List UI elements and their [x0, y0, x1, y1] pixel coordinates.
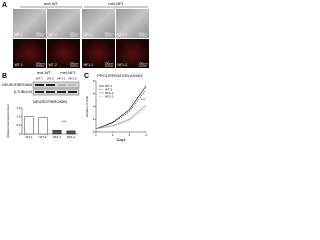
micrograph: [116, 9, 149, 38]
lane-label: WT-1: [36, 76, 43, 80]
y-label: Number of cells: [85, 96, 89, 117]
annotation: ***: [62, 119, 67, 124]
blot: [32, 81, 80, 89]
scale-label: 100μm: [104, 61, 114, 65]
legend-label: WT-1: [105, 84, 112, 88]
y-tick-label: 8: [93, 79, 95, 83]
line-chart: PROLIFERATION ASSAY Number of cells Days 0 2…: [85, 73, 147, 142]
scale-label: 100μm: [35, 31, 45, 35]
micrograph: [13, 39, 46, 68]
bands: [35, 84, 77, 93]
chart-title: PROLIFERATION ASSAY: [97, 73, 143, 78]
panel-label: B: [2, 73, 7, 80]
y-label: Relative expression level: [6, 104, 10, 138]
legend-label: WT-2: [105, 87, 112, 91]
scale-label: 100μm: [104, 31, 114, 35]
micrographs: WT-1 100μm WT-2 100μm NF1-1 100μm NF1-2 100μm WT…: [13, 9, 149, 68]
y-tick-label: 1.0: [16, 114, 21, 118]
image-label: WT-2: [49, 33, 57, 37]
scale-label: 100μm: [69, 31, 79, 35]
y-tick-label: 1.5: [16, 106, 21, 110]
lane-labels: WT-1 WT-2 NF1-1 NF1-2: [36, 76, 77, 80]
bar: [52, 129, 62, 135]
image-label: NF1-1: [84, 33, 94, 37]
y-tick-label: 6: [93, 92, 95, 96]
bar: [24, 116, 34, 135]
group-label: mel-WT: [44, 1, 59, 6]
series-line: [95, 107, 147, 130]
x-tick-label: NF1-2: [67, 135, 76, 139]
x-tick-label: 2: [112, 133, 114, 137]
scale-label: 100μm: [138, 31, 148, 35]
x-tick-label: 1: [95, 133, 97, 137]
x-tick-label: 4: [145, 133, 147, 137]
group-label: mel-NF1: [108, 1, 124, 6]
micrograph: [47, 39, 80, 68]
chart-title: NEUROFIBROMIN: [33, 99, 67, 104]
series-line: [95, 85, 147, 130]
legend-label: NF1-2: [105, 94, 114, 98]
bar-chart: NEUROFIBROMIN Relative expression level 0 0…: [6, 99, 78, 139]
micrograph: [13, 9, 46, 38]
lane-label: NF1-1: [57, 76, 66, 80]
x-tick-label: NF1-1: [53, 135, 62, 139]
blot-label: NEUROFIBROMIN: [2, 83, 32, 87]
x-label: Days: [116, 137, 125, 142]
image-label: NF1-2: [118, 63, 128, 67]
micrograph: [82, 39, 115, 68]
annotation: ***: [141, 98, 146, 102]
image-label: NF1-1: [84, 63, 94, 67]
image-label: WT-1: [15, 63, 23, 67]
x-tick-label: WT-1: [25, 135, 32, 139]
scale-label: 100μm: [69, 61, 79, 65]
lane-label: WT-2: [47, 76, 54, 80]
blot-label: β-TUBULIN: [14, 90, 33, 94]
scale-label: 100μm: [35, 61, 45, 65]
bar: [38, 117, 48, 135]
bar: [66, 130, 76, 135]
figure: A B C mel-WT mel-NF1 WT-1 100μm WT-2 100μm N…: [2, 1, 149, 142]
y-tick-label: 0: [19, 132, 21, 136]
x-tick-label: WT-2: [39, 135, 46, 139]
y-tick-label: 4: [93, 104, 95, 108]
image-label: NF1-2: [118, 33, 128, 37]
group-label: mel-WT: [37, 70, 52, 75]
scale-label: 100μm: [138, 61, 148, 65]
image-label: WT-2: [49, 63, 57, 67]
micrograph: [47, 9, 80, 38]
blot: [32, 88, 80, 96]
x-tick-label: 3: [128, 133, 130, 137]
lane-label: NF1-2: [68, 76, 77, 80]
panel-label: C: [84, 73, 89, 80]
y-tick-label: 2: [93, 117, 95, 121]
series-line: [95, 104, 147, 130]
series-line: [95, 89, 147, 130]
panel-label: A: [2, 2, 7, 9]
y-tick-label: 0: [93, 130, 95, 134]
micrograph: [82, 9, 115, 38]
legend-label: NF1-1: [105, 91, 114, 95]
micrograph: [116, 39, 149, 68]
y-tick-label: 0.5: [16, 123, 21, 127]
image-label: WT-1: [15, 33, 23, 37]
group-label: mel-NF1: [60, 70, 76, 75]
